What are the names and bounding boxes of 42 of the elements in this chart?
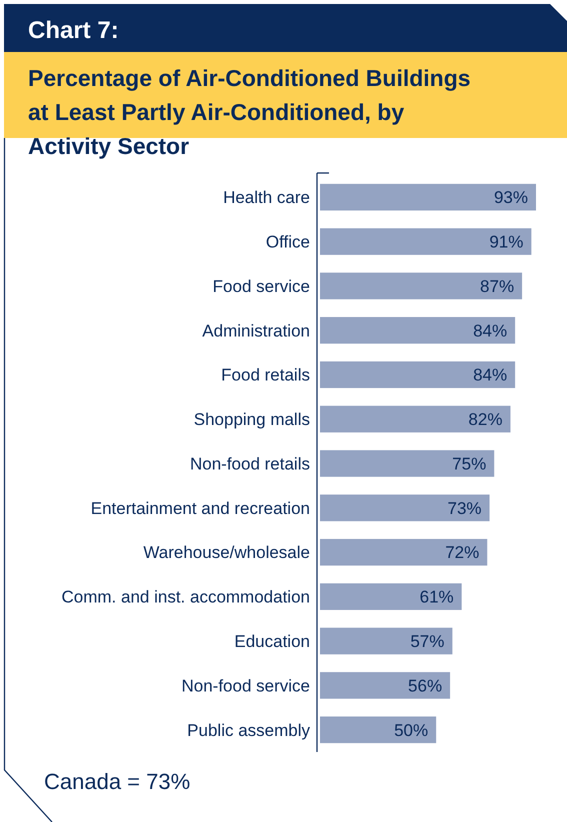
data-label: 56% bbox=[408, 676, 442, 696]
data-label: 57% bbox=[410, 632, 444, 651]
y-tick-label: Education bbox=[234, 632, 310, 651]
bar bbox=[320, 228, 532, 255]
data-label: 93% bbox=[494, 188, 528, 208]
y-tick-label: Comm. and inst. accommodation bbox=[62, 588, 310, 607]
data-label: 87% bbox=[480, 276, 514, 296]
data-label: 82% bbox=[468, 410, 502, 430]
bar bbox=[320, 406, 510, 432]
y-tick-label: Entertainment and recreation bbox=[90, 498, 310, 518]
bar bbox=[320, 583, 462, 610]
data-label: 75% bbox=[452, 454, 486, 474]
data-label: 91% bbox=[489, 232, 524, 252]
bar bbox=[320, 628, 452, 654]
bar bbox=[320, 672, 450, 699]
bar bbox=[320, 317, 516, 344]
y-tick-label: Non-food service bbox=[181, 676, 310, 696]
y-tick-label: Warehouse/wholesale bbox=[143, 543, 310, 562]
bar bbox=[320, 494, 490, 522]
data-label: 84% bbox=[473, 366, 508, 385]
y-tick-label: Health care bbox=[223, 188, 310, 208]
y-tick-label: Administration bbox=[202, 321, 310, 340]
data-label: 84% bbox=[473, 321, 508, 340]
y-tick-label: Food retails bbox=[221, 366, 310, 385]
data-label: 72% bbox=[445, 543, 480, 562]
data-label: 61% bbox=[420, 588, 454, 607]
y-tick-label: Public assembly bbox=[187, 720, 310, 740]
bar bbox=[320, 184, 536, 211]
text: Chart 7: bbox=[28, 17, 119, 44]
bar bbox=[320, 716, 436, 744]
y-tick-label: Shopping malls bbox=[194, 410, 310, 430]
text: Canada = 73% bbox=[44, 769, 190, 794]
bar bbox=[320, 450, 494, 477]
chart-subtitle: Percentage of Air-Conditioned Buildings at Least Partly Air-Conditioned, by Activity Sector bbox=[28, 65, 471, 159]
bar bbox=[320, 272, 522, 300]
bar bbox=[320, 538, 488, 566]
y-tick-label: Non-food retails bbox=[190, 454, 310, 474]
data-label: 73% bbox=[448, 498, 482, 518]
y-tick-label: Office bbox=[266, 232, 310, 252]
bar bbox=[320, 361, 516, 388]
y-tick-label: Food service bbox=[212, 276, 310, 296]
data-label: 50% bbox=[394, 720, 428, 740]
